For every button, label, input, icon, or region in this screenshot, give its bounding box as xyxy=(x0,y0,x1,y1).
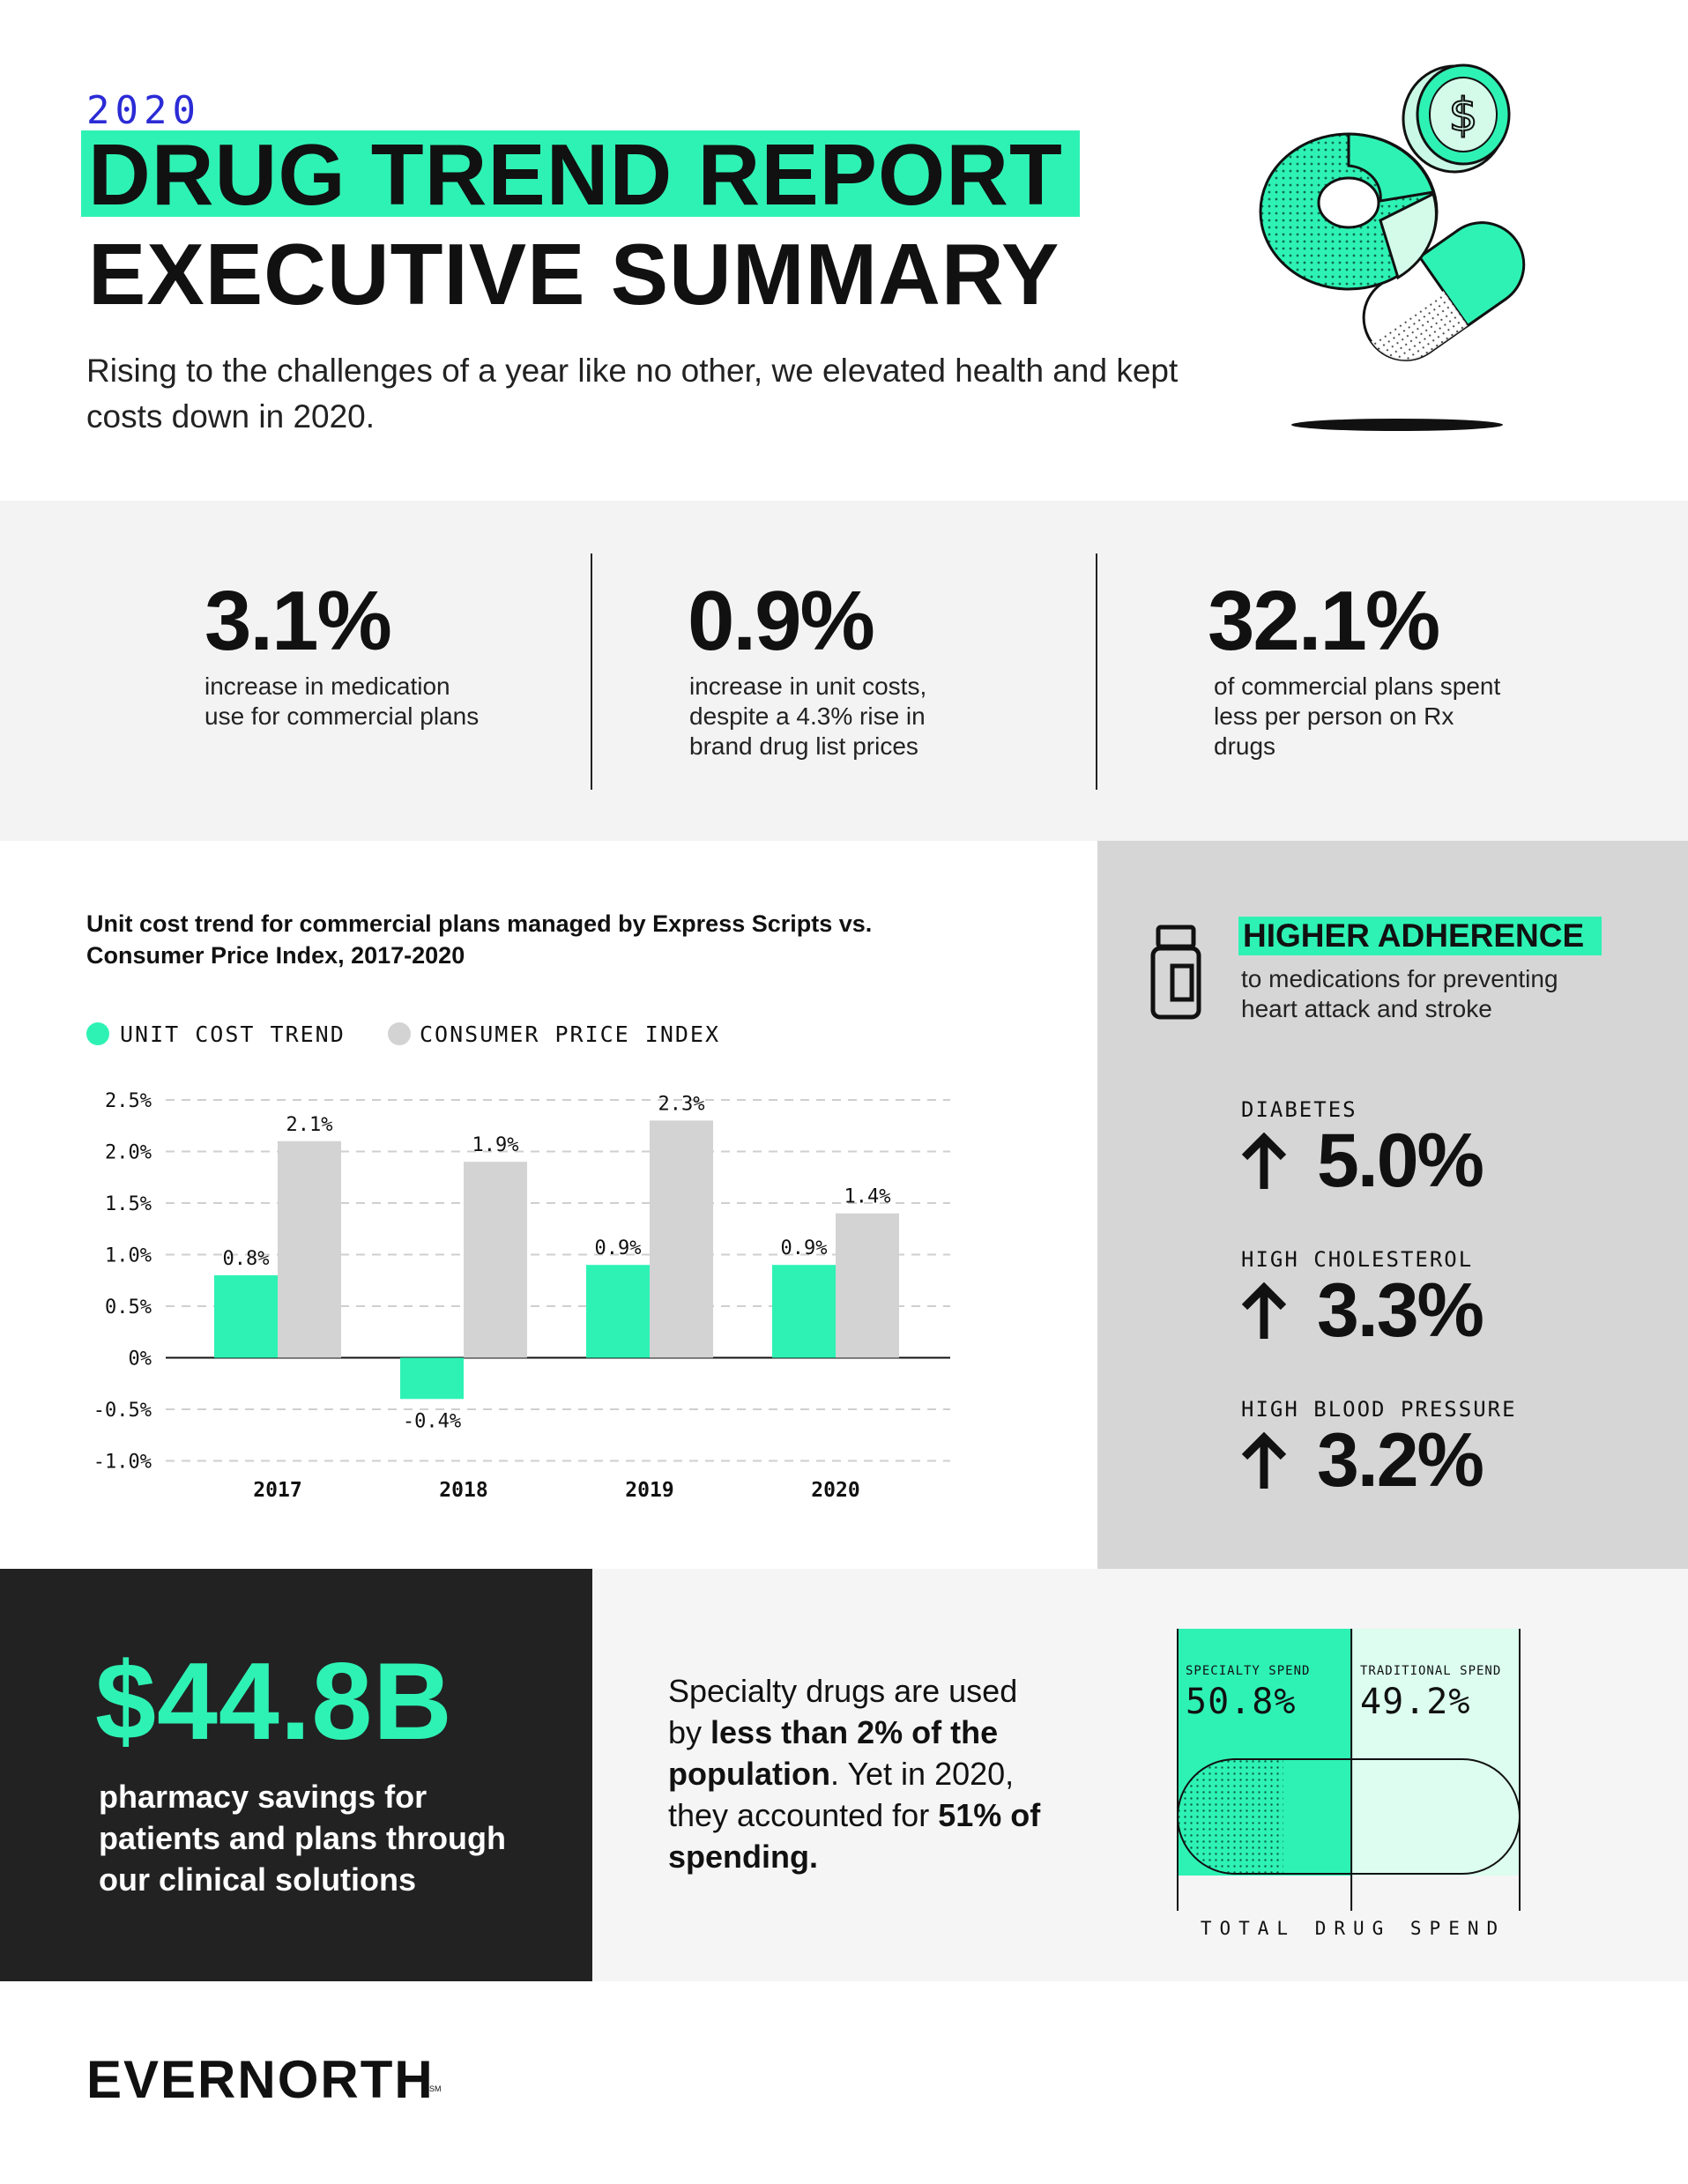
y-tick-label: -0.5% xyxy=(93,1400,152,1422)
total-drug-spend-label: TOTAL DRUG SPEND xyxy=(1200,1918,1506,1939)
unit-cost-bar-chart: 2.5% 2.0% 1.5% 1.0% 0.5% 0% -0.5% -1.0% 0.8% 2.1%… xyxy=(93,1090,950,1502)
evernorth-logo: EVERNORTH xyxy=(86,2050,435,2109)
adherence-title: HIGHER ADHERENCE xyxy=(1243,917,1585,954)
legend-label-cpi: CONSUMER PRICE INDEX xyxy=(420,1021,721,1047)
bar-cpi xyxy=(278,1140,341,1358)
condition-value-blood-pressure: 3.2% xyxy=(1317,1418,1484,1503)
bar-unit-cost xyxy=(214,1274,278,1358)
pie-coin-pill-illustration: $ xyxy=(1259,63,1526,431)
bar-unit-cost xyxy=(400,1357,464,1400)
arrow-up-icon xyxy=(1241,1133,1287,1189)
y-tick-label: 1.5% xyxy=(105,1193,152,1215)
data-label: 0.8% xyxy=(223,1248,270,1270)
x-tick-label: 2018 xyxy=(439,1479,487,1502)
savings-panel xyxy=(0,1569,592,1981)
x-tick-label: 2020 xyxy=(811,1479,859,1502)
stat-divider xyxy=(1096,553,1097,790)
traditional-spend-label: TRADITIONAL SPEND xyxy=(1360,1664,1502,1678)
stats-band xyxy=(0,501,1688,841)
bar-unit-cost xyxy=(586,1265,650,1358)
data-label: 2.1% xyxy=(286,1114,333,1136)
traditional-spend-value: 49.2% xyxy=(1360,1682,1471,1722)
intro-text: Rising to the challenges of a year like … xyxy=(86,353,1179,435)
y-tick-label: 2.0% xyxy=(105,1142,152,1164)
stat-text-unit-cost: increase in unit costs, despite a 4.3% r… xyxy=(689,672,927,760)
title-highlight xyxy=(81,130,1080,217)
adherence-subtitle: to medications for preventing heart atta… xyxy=(1241,965,1558,1022)
report-year: 2020 xyxy=(86,88,201,133)
adherence-title-highlight xyxy=(1238,917,1602,955)
report-title: DRUG TREND REPORT xyxy=(88,126,1063,223)
service-mark: SM xyxy=(429,2084,442,2093)
y-tick-label: 2.5% xyxy=(105,1090,152,1112)
y-tick-label: -1.0% xyxy=(93,1452,152,1474)
legend-label-unit-cost: UNIT COST TREND xyxy=(120,1021,346,1047)
bar-cpi xyxy=(650,1120,713,1358)
condition-label-diabetes: DIABETES xyxy=(1241,1097,1357,1122)
adherence-panel xyxy=(1097,841,1688,1569)
savings-text: pharmacy savings for patients and plans … xyxy=(99,1779,507,1898)
specialty-spend-value: 50.8% xyxy=(1186,1682,1297,1722)
data-label: 0.9% xyxy=(595,1237,642,1259)
y-tick-label: 0% xyxy=(129,1348,152,1371)
x-tick-label: 2019 xyxy=(625,1479,673,1502)
data-label: 2.3% xyxy=(658,1093,705,1115)
chart-title: Unit cost trend for commercial plans man… xyxy=(86,910,873,969)
bar-cpi xyxy=(836,1213,899,1358)
condition-value-cholesterol: 3.3% xyxy=(1317,1268,1484,1353)
legend-swatch-cpi xyxy=(388,1022,411,1045)
data-label: 0.9% xyxy=(781,1237,828,1259)
stat-value-unit-cost: 0.9% xyxy=(688,574,875,668)
data-label: 1.9% xyxy=(472,1134,519,1156)
condition-label-blood-pressure: HIGH BLOOD PRESSURE xyxy=(1241,1397,1517,1422)
legend-swatch-unit-cost xyxy=(86,1022,109,1045)
report-subtitle: EXECUTIVE SUMMARY xyxy=(88,226,1060,323)
specialty-spend-label: SPECIALTY SPEND xyxy=(1186,1664,1311,1678)
traditional-spend-area xyxy=(1351,1629,1520,1876)
stat-text-plans: of commercial plans spent less per perso… xyxy=(1214,672,1501,760)
spend-split-graphic xyxy=(1177,1629,1521,1911)
pill-bottle-icon xyxy=(1150,925,1201,1020)
savings-value: $44.8B xyxy=(95,1641,453,1763)
arrow-up-icon xyxy=(1241,1282,1287,1339)
stat-divider xyxy=(591,553,592,790)
svg-text:$: $ xyxy=(1448,89,1477,142)
stat-text-usage: increase in medication use for commercia… xyxy=(204,672,480,730)
stat-value-usage: 3.1% xyxy=(204,574,392,668)
condition-value-diabetes: 5.0% xyxy=(1317,1118,1484,1203)
specialty-text: Specialty drugs are used by less than 2%… xyxy=(668,1673,1041,1875)
y-tick-label: 0.5% xyxy=(105,1296,152,1319)
bar-unit-cost xyxy=(772,1265,836,1358)
bar-cpi xyxy=(464,1162,527,1358)
condition-label-cholesterol: HIGH CHOLESTEROL xyxy=(1241,1247,1474,1272)
arrow-up-icon xyxy=(1241,1432,1287,1489)
data-label: 1.4% xyxy=(844,1186,891,1208)
x-tick-label: 2017 xyxy=(253,1479,301,1502)
y-tick-label: 1.0% xyxy=(105,1245,152,1267)
stat-value-plans: 32.1% xyxy=(1208,574,1440,668)
data-label: -0.4% xyxy=(403,1410,461,1432)
